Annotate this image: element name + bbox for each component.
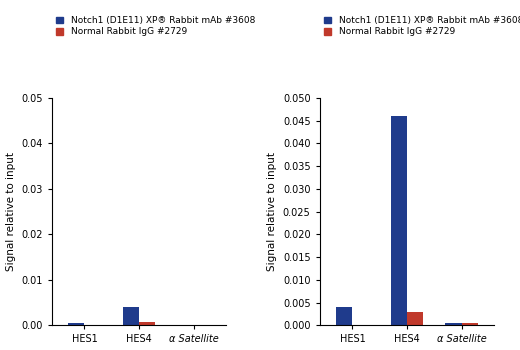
Y-axis label: Signal relative to input: Signal relative to input	[6, 152, 16, 271]
Legend: Notch1 (D1E11) XP® Rabbit mAb #3608, Normal Rabbit IgG #2729: Notch1 (D1E11) XP® Rabbit mAb #3608, Nor…	[324, 16, 520, 36]
Bar	[391, 116, 407, 326]
Bar	[353, 325, 369, 326]
Legend: Notch1 (D1E11) XP® Rabbit mAb #3608, Normal Rabbit IgG #2729: Notch1 (D1E11) XP® Rabbit mAb #3608, Nor…	[56, 16, 255, 36]
Bar	[462, 323, 478, 326]
Bar	[139, 322, 155, 326]
Bar	[445, 323, 462, 326]
Bar	[407, 312, 423, 326]
Y-axis label: Signal relative to input: Signal relative to input	[267, 152, 277, 271]
Bar	[68, 323, 84, 326]
Bar	[123, 307, 139, 326]
Bar	[336, 307, 353, 326]
